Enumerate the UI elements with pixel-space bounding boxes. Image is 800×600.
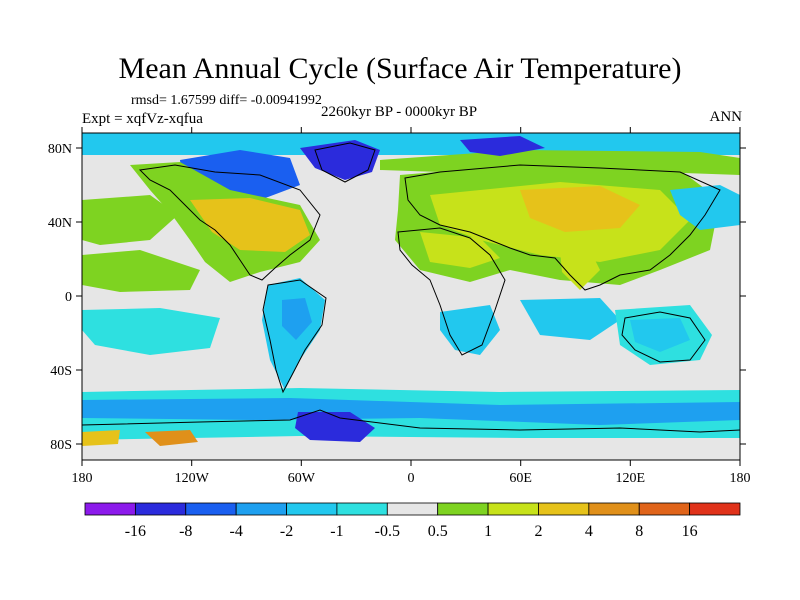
weddell-warm [82,430,120,446]
colorbar-box [487,502,539,516]
coastline-africa [397,227,506,356]
colorbar-level-label: -8 [179,523,192,540]
colorbar-box [134,502,187,516]
coastline-greenland [314,142,376,183]
lat-label-40s: 40S [50,364,72,379]
colorbar-box [336,502,388,516]
colorbar: -16 -8 -4 -2 -1 -0.5 0.5 1 2 4 8 16 [84,502,741,540]
colorbar-level-label: 1 [484,523,492,540]
lon-label-180w: 180 [72,471,93,486]
colorbar-box [84,502,136,516]
asia-warm-core [520,186,640,232]
colorbar-box [386,502,439,516]
australia-blue [630,318,690,352]
colorbar-level-label: 0.5 [428,523,448,540]
experiment-label: Expt = xqfVz-xqfua [82,111,203,127]
greenland-cold-core [300,140,380,180]
coastline-australia [621,311,706,363]
lon-label-0: 0 [408,471,415,486]
colorbar-box [286,502,338,516]
lon-label-120e: 120E [616,471,646,486]
lon-label-60w: 60W [288,471,316,486]
southern-ocean-blue [82,398,740,425]
arctic-green-strip [380,150,740,175]
india-yellow [560,250,600,290]
lon-label-180e: 180 [730,471,751,486]
south-america-blue [282,298,312,340]
coastline-eurasia [404,164,721,291]
colorbar-level-label: -1 [330,523,343,540]
ross-sea-warm [145,430,198,446]
time-period-label: 2260kyr BP - 0000kyr BP [321,104,478,120]
indian-ocean-cyan [520,298,620,340]
longitude-axis: 180 120W 60W 0 60E 120E 180 [72,127,751,486]
lat-label-40n: 40N [48,216,72,231]
barents-cold-core [460,136,545,156]
coastline-antarctica [82,409,740,433]
colorbar-level-label: 16 [682,523,698,540]
anomaly-fields [82,133,740,460]
colorbar-level-label: -0.5 [375,523,400,540]
colorbar-box [538,502,590,516]
colorbar-level-label: 2 [534,523,542,540]
rmsd-diff-stats: rmsd= 1.67599 diff= -0.00941992 [131,93,322,108]
north-america-warm [190,198,310,252]
colorbar-box [185,502,237,516]
sahara-yellow [420,232,500,268]
coastline-north-america [138,164,321,281]
pacific-south-cyan [82,308,220,355]
colorbar-box [437,502,489,516]
lon-label-120w: 120W [175,471,210,486]
colorbar-level-label: 8 [635,523,643,540]
colorbar-box [588,502,640,516]
colorbar-level-label: -4 [229,523,242,540]
arctic-cool-band [82,133,740,155]
pacific-tropical-green [82,250,200,292]
lat-label-80n: 80N [48,142,72,157]
colorbar-box [235,502,287,516]
latitude-axis: 80N 40N 0 40S 80S [48,142,746,453]
lat-label-0: 0 [65,290,72,305]
colorbar-box [638,502,691,516]
colorbar-level-label: 4 [585,523,593,540]
colorbar-box [689,502,741,516]
pacific-north-green [82,195,178,245]
lat-label-80s: 80S [50,438,72,453]
lon-label-60e: 60E [509,471,532,486]
coastline-south-america [262,279,327,394]
season-label: ANN [709,109,743,125]
coastlines [82,142,740,433]
map-title: Mean Annual Cycle (Surface Air Temperatu… [118,52,682,85]
colorbar-level-label: -16 [125,523,146,540]
nw-pacific-cyan [670,185,740,230]
antarctica-mixed [82,436,740,460]
colorbar-level-label: -2 [280,523,293,540]
